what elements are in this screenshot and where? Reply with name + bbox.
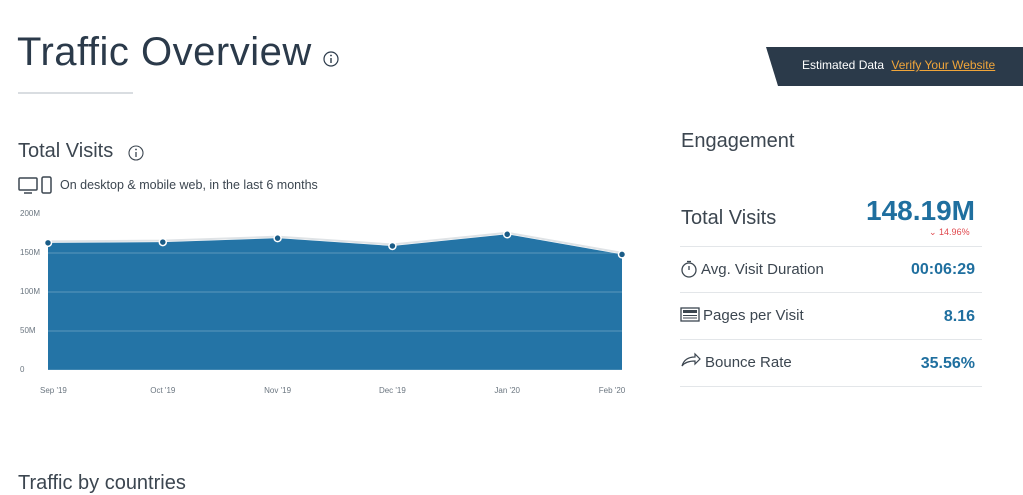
- data-point: [43, 238, 53, 248]
- metric-value: 8.16: [943, 308, 975, 325]
- y-tick-label: 50M: [20, 326, 36, 335]
- stopwatch-icon: [681, 260, 697, 278]
- metric-label: Bounce Rate: [705, 354, 792, 371]
- info-icon[interactable]: [127, 144, 145, 162]
- area: [48, 234, 622, 370]
- page-title: Traffic Overview: [17, 30, 312, 74]
- area-line: [47, 231, 623, 254]
- x-tick-label: Feb '20: [599, 386, 626, 395]
- metric-label: Avg. Visit Duration: [701, 261, 824, 278]
- data-point: [617, 250, 627, 259]
- x-tick-label: Nov '19: [264, 386, 291, 395]
- chart: 0 50M 100M 150M 200M Sep '19 Oct '19 Nov '19 Dec…: [20, 209, 630, 395]
- x-tick-label: Jan '20: [494, 386, 520, 395]
- metric-value: 35.56%: [920, 355, 975, 372]
- y-tick-label: 0: [20, 365, 25, 374]
- badge-label: Estimated Data: [802, 58, 885, 72]
- change-value: 14.96%: [939, 227, 970, 237]
- data-point: [502, 230, 512, 239]
- section-title: Engagement: [681, 130, 795, 152]
- metric-value: 00:06:29: [910, 261, 975, 278]
- device-icons: [18, 176, 52, 194]
- divider: [680, 386, 982, 387]
- divider: [680, 292, 982, 293]
- metric-change: ⌄ 14.96%: [929, 227, 970, 237]
- x-tick-label: Dec '19: [379, 386, 406, 395]
- y-tick-label: 150M: [20, 248, 40, 257]
- x-tick-label: Oct '19: [150, 386, 176, 395]
- metric-label: Total Visits: [681, 207, 777, 229]
- y-tick-label: 200M: [20, 209, 40, 218]
- divider: [680, 246, 982, 247]
- data-point: [158, 237, 168, 247]
- data-point: [388, 241, 397, 251]
- badge-text: Estimated Data Verify Your Website: [802, 58, 995, 72]
- metric-value: 148.19M: [866, 195, 975, 226]
- bounce-icon: [681, 352, 701, 367]
- x-tick-label: Sep '19: [40, 386, 67, 395]
- section-title: Traffic by countries: [18, 472, 186, 494]
- verify-link[interactable]: Verify Your Website: [891, 58, 996, 72]
- metric-label: Pages per Visit: [703, 307, 804, 324]
- pages-icon: [680, 307, 700, 322]
- section-title: Total Visits: [18, 140, 114, 162]
- divider: [680, 339, 982, 340]
- badge-bg: [766, 47, 1023, 86]
- data-point: [273, 233, 282, 243]
- title-underline: [18, 92, 133, 94]
- info-icon[interactable]: [322, 50, 340, 68]
- section-subtitle: On desktop & mobile web, in the last 6 m…: [60, 178, 318, 192]
- y-tick-label: 100M: [20, 287, 40, 296]
